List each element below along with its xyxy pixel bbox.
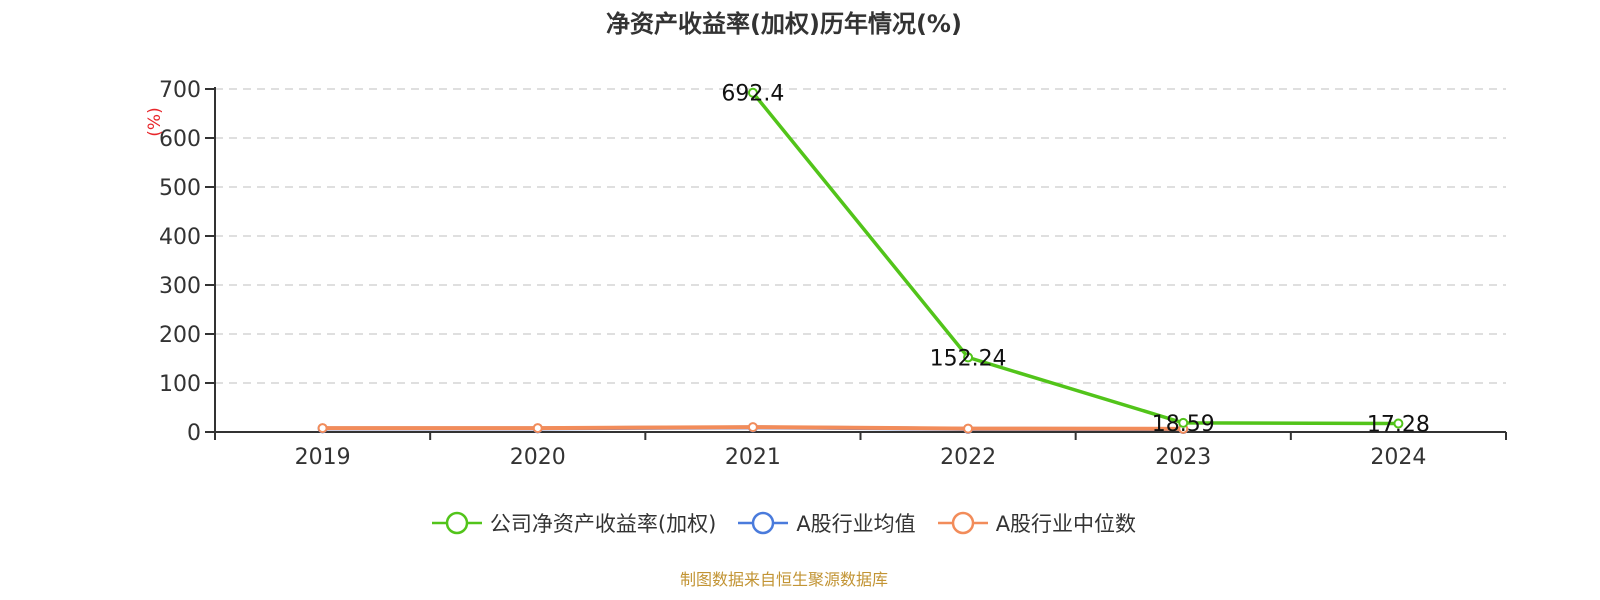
source-note: 制图数据来自恒生聚源数据库	[679, 570, 888, 589]
data-label: 692.4	[721, 82, 784, 107]
line-chart: 0 100 200 300 400 500 600 700 2019 2020 2021 2022 20…	[145, 78, 1507, 470]
data-point	[963, 352, 974, 363]
legend-item-1[interactable]: A股行业均值	[738, 508, 916, 538]
legend-line-circle-icon	[431, 511, 482, 535]
data-label: 17.28	[1367, 413, 1430, 438]
y-tick-label: 200	[159, 323, 201, 348]
x-tick-label: 2020	[510, 445, 566, 470]
data-point	[1178, 417, 1189, 428]
legend-line-circle-icon	[937, 511, 988, 535]
chart-title: 净资产收益率(加权)历年情况(%)	[606, 10, 962, 38]
x-tick-label: 2024	[1370, 445, 1426, 470]
y-tick-label: 0	[187, 421, 201, 446]
data-label: 152.24	[930, 346, 1007, 371]
x-tick-label: 2021	[725, 445, 781, 470]
data-point	[532, 423, 543, 434]
data-point	[747, 422, 758, 433]
legend-item-0[interactable]: 公司净资产收益率(加权)	[431, 508, 717, 538]
legend-label: A股行业中位数	[995, 512, 1137, 536]
y-tick-label: 500	[159, 176, 201, 201]
y-tick-label: 100	[159, 372, 201, 397]
legend-line-circle-icon	[738, 511, 789, 535]
y-tick-label: 600	[159, 127, 201, 152]
y-tick-label: 700	[159, 78, 201, 103]
series-line-0	[751, 91, 1399, 426]
y-tick-label: 300	[159, 274, 201, 299]
x-tick-label: 2022	[940, 445, 996, 470]
data-point	[963, 423, 974, 434]
data-point	[317, 423, 328, 434]
y-unit-label: (%)	[145, 107, 165, 136]
x-tick-label: 2023	[1155, 445, 1211, 470]
data-point	[1393, 418, 1404, 429]
data-point	[747, 87, 758, 98]
data-label: 18.59	[1152, 412, 1215, 437]
legend-label: A股行业均值	[796, 512, 916, 536]
y-tick-label: 400	[159, 225, 201, 250]
legend: 公司净资产收益率(加权) A股行业均值 A股行业中位数	[0, 508, 1568, 538]
legend-label: 公司净资产收益率(加权)	[489, 512, 717, 536]
legend-item-2[interactable]: A股行业中位数	[937, 508, 1137, 538]
x-tick-label: 2019	[295, 445, 351, 470]
